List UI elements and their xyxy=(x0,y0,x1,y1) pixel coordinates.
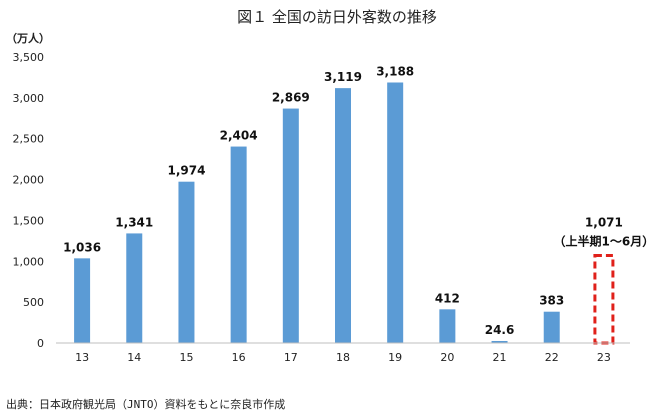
bar xyxy=(439,309,456,343)
data-label: 2,404 xyxy=(220,129,258,143)
y-axis: 0 500 1,000 1,500 2,000 2,500 3,000 3,500 xyxy=(13,51,45,350)
y-tick-label: 1,500 xyxy=(13,214,45,227)
x-tick-label: 13 xyxy=(75,351,89,364)
partial-bar-outline xyxy=(593,253,615,345)
data-label: 1,974 xyxy=(167,164,205,178)
x-axis: 13 14 15 16 17 18 19 20 21 22 23 xyxy=(56,342,630,364)
partial-bar-period-note: （上半期1～6月） xyxy=(554,233,650,248)
bar xyxy=(335,88,351,343)
x-tick-label: 17 xyxy=(284,351,298,364)
x-tick-label: 18 xyxy=(336,351,350,364)
data-label: 3,119 xyxy=(324,70,362,84)
x-tick-label: 14 xyxy=(127,351,141,364)
x-tick-label: 16 xyxy=(232,351,246,364)
data-label: 2,869 xyxy=(272,91,310,105)
bar xyxy=(491,340,508,343)
source-note: 出典：日本政府観光局（JNTO）資料をもとに奈良市作成 xyxy=(6,397,285,411)
y-tick-label: 1,000 xyxy=(13,255,45,268)
x-tick-label: 22 xyxy=(545,351,559,364)
y-tick-label: 2,500 xyxy=(13,133,45,146)
bar xyxy=(178,181,195,343)
y-tick-label: 0 xyxy=(37,337,44,350)
y-axis-unit-label: （万人） xyxy=(6,31,50,45)
x-tick-label: 15 xyxy=(179,351,193,364)
x-tick-label: 20 xyxy=(440,351,454,364)
bar xyxy=(230,146,247,343)
x-tick-label: 19 xyxy=(388,351,402,364)
bar xyxy=(74,258,91,343)
y-tick-label: 2,000 xyxy=(13,174,45,187)
data-label: 24.6 xyxy=(485,323,515,337)
data-label: 3,188 xyxy=(376,64,414,78)
y-tick-label: 3,500 xyxy=(13,51,45,64)
bars: 1,036 1,341 1,974 2,404 2,869 3,119 3,188 412 24… xyxy=(63,64,650,345)
data-label: 1,341 xyxy=(115,215,153,229)
x-tick-label: 23 xyxy=(597,351,611,364)
bar xyxy=(126,233,143,343)
x-tick-label: 21 xyxy=(493,351,507,364)
bar xyxy=(543,311,560,343)
y-tick-label: 500 xyxy=(23,296,44,309)
bar xyxy=(387,82,404,343)
data-label: 412 xyxy=(435,291,460,305)
chart-title: 図１ 全国の訪日外客数の推移 xyxy=(237,8,437,26)
y-tick-label: 3,000 xyxy=(13,92,45,105)
data-label: 383 xyxy=(539,294,564,308)
bar xyxy=(282,108,299,344)
data-label: 1,036 xyxy=(63,240,101,254)
partial-bar-value-label: 1,071 xyxy=(585,215,623,229)
